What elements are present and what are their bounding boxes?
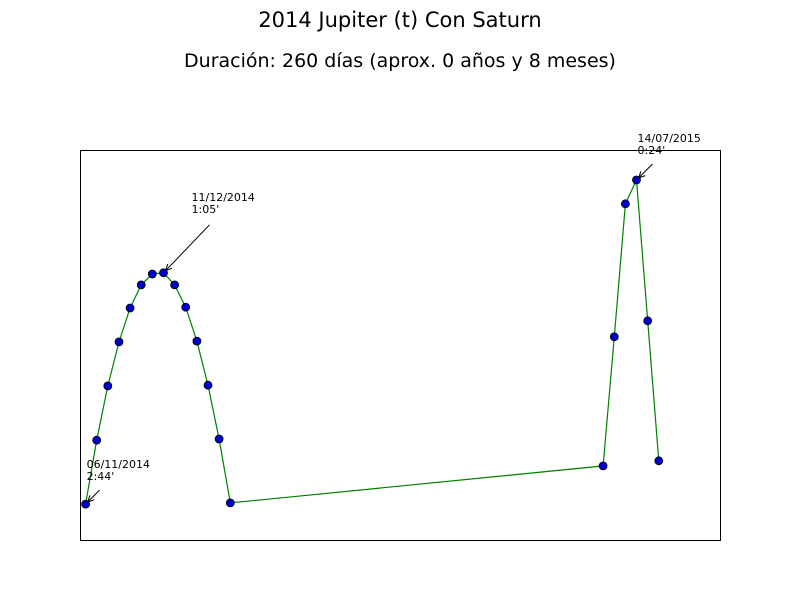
chart-subtitle: Duración: 260 días (aprox. 0 años y 8 me…: [184, 50, 616, 72]
data-point: [103, 381, 113, 391]
data-point: [203, 380, 213, 390]
data-point: [147, 269, 157, 279]
annotation-date: 11/12/2014: [192, 191, 255, 204]
data-point: [181, 302, 191, 312]
annotation-date: 14/07/2015: [638, 132, 701, 145]
annotation-arrow-head: [637, 171, 646, 179]
data-point: [225, 498, 235, 508]
annotation-value: 2:44': [87, 470, 115, 483]
data-point: [643, 316, 653, 326]
annotation-date: 06/11/2014: [87, 458, 150, 471]
annotation-value: 1:05': [192, 203, 220, 216]
data-point: [609, 332, 619, 342]
chart-title: 2014 Jupiter (t) Con Saturn: [258, 8, 542, 32]
annotation-arrow-shaft: [165, 224, 210, 272]
annotation-arrow-shaft: [87, 489, 100, 503]
data-point: [114, 337, 124, 347]
annotation-arrow-head: [86, 495, 95, 503]
data-point: [136, 280, 146, 290]
data-point: [92, 435, 102, 445]
data-point: [654, 456, 664, 466]
data-point: [125, 303, 135, 313]
series-line: [85, 177, 660, 505]
data-point: [170, 280, 180, 290]
data-point: [621, 199, 630, 209]
data-point: [214, 434, 224, 444]
series-layer: [81, 175, 664, 509]
annotation-arrow-shaft: [638, 163, 653, 179]
annotation-value: 0:24': [638, 144, 666, 157]
annotation-arrow-head: [164, 263, 173, 272]
data-point: [192, 336, 202, 346]
data-point: [598, 461, 608, 471]
